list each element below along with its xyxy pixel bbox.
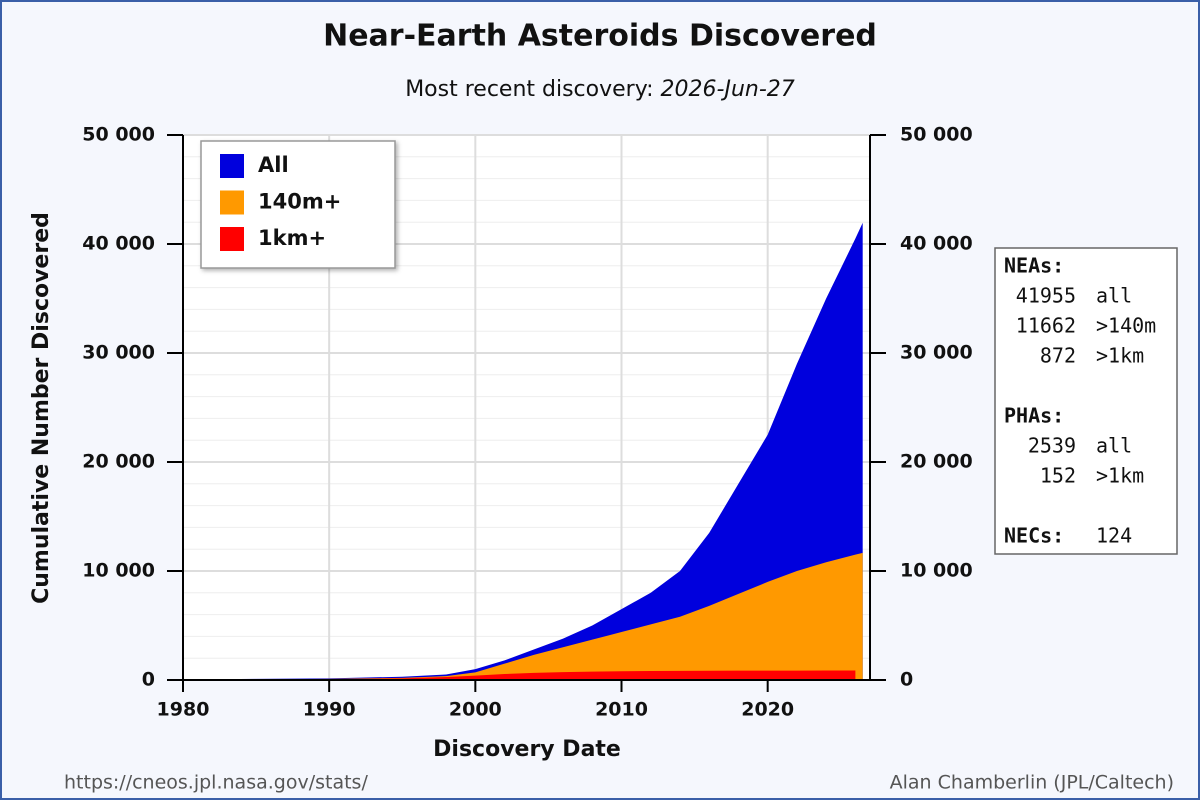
- y2-tick-label: 10 000: [900, 560, 973, 582]
- stats-heading: NECs:: [1004, 524, 1064, 548]
- stats-count: 124: [1096, 524, 1132, 548]
- stats-frame: [994, 247, 1178, 555]
- stats-kind: >1km: [1096, 344, 1144, 368]
- y-tick-label: 10 000: [82, 560, 155, 582]
- subtitle-date: 2026-Jun-27: [661, 77, 795, 102]
- subtitle-text: Most recent discovery:: [405, 77, 653, 102]
- stats-count: 872: [1040, 344, 1076, 368]
- x-tick-label: 2000: [449, 699, 502, 721]
- stats-kind: all: [1096, 434, 1132, 458]
- stats-count: 2539: [1028, 434, 1076, 458]
- subtitle: Most recent discovery: 2026-Jun-27: [405, 77, 795, 102]
- legend-swatch: [220, 154, 244, 178]
- areas: [183, 222, 863, 681]
- y-tick-label: 40 000: [82, 233, 155, 255]
- legend-label: 140m+: [258, 190, 341, 214]
- x-tick-label: 2010: [595, 699, 648, 721]
- x-tick-label: 1990: [303, 699, 356, 721]
- area: [183, 670, 856, 680]
- area: [183, 222, 863, 681]
- stats-kind: >1km: [1096, 464, 1144, 488]
- y2-tick-label: 40 000: [900, 233, 973, 255]
- x-tick-label: 2020: [741, 699, 794, 721]
- stats-count: 41955: [1016, 284, 1076, 308]
- stats-count: 11662: [1016, 314, 1076, 338]
- y-tick-label: 0: [142, 669, 155, 691]
- footer-url: https://cneos.jpl.nasa.gov/stats/: [64, 772, 368, 794]
- legend: All 140m+ 1km+: [200, 140, 396, 269]
- y-axis-label: Cumulative Number Discovered: [29, 212, 54, 604]
- stats-kind: >140m: [1096, 314, 1156, 338]
- footer-credit: Alan Chamberlin (JPL/Caltech): [890, 772, 1174, 794]
- stats-count: 152: [1040, 464, 1076, 488]
- stats-box: NEAs: 41955 all 11662 >140m 872 >1km PHAs: 2539 a…: [994, 247, 1178, 555]
- y2-tick-label: 20 000: [900, 451, 973, 473]
- y-tick-label: 50 000: [82, 124, 155, 146]
- y-tick-label: 20 000: [82, 451, 155, 473]
- legend-swatch: [220, 190, 244, 215]
- y2-tick-label: 50 000: [900, 124, 973, 146]
- legend-label: All: [258, 153, 289, 177]
- x-tick-label: 1980: [157, 699, 210, 721]
- area: [183, 552, 863, 680]
- legend-label: 1km+: [258, 226, 326, 250]
- y-tick-label: 30 000: [82, 342, 155, 364]
- y2-tick-label: 0: [900, 669, 913, 691]
- chart-title: Near-Earth Asteroids Discovered: [323, 19, 877, 54]
- y2-tick-label: 30 000: [900, 342, 973, 364]
- legend-swatch: [220, 227, 244, 251]
- x-axis-label: Discovery Date: [433, 737, 621, 762]
- stats-kind: all: [1096, 284, 1132, 308]
- stats-heading: PHAs:: [1004, 404, 1064, 428]
- axes: 0 10 000 20 000 30 000 40 000 50 000 0 10 000 20…: [82, 124, 972, 721]
- stats-heading: NEAs:: [1004, 254, 1064, 278]
